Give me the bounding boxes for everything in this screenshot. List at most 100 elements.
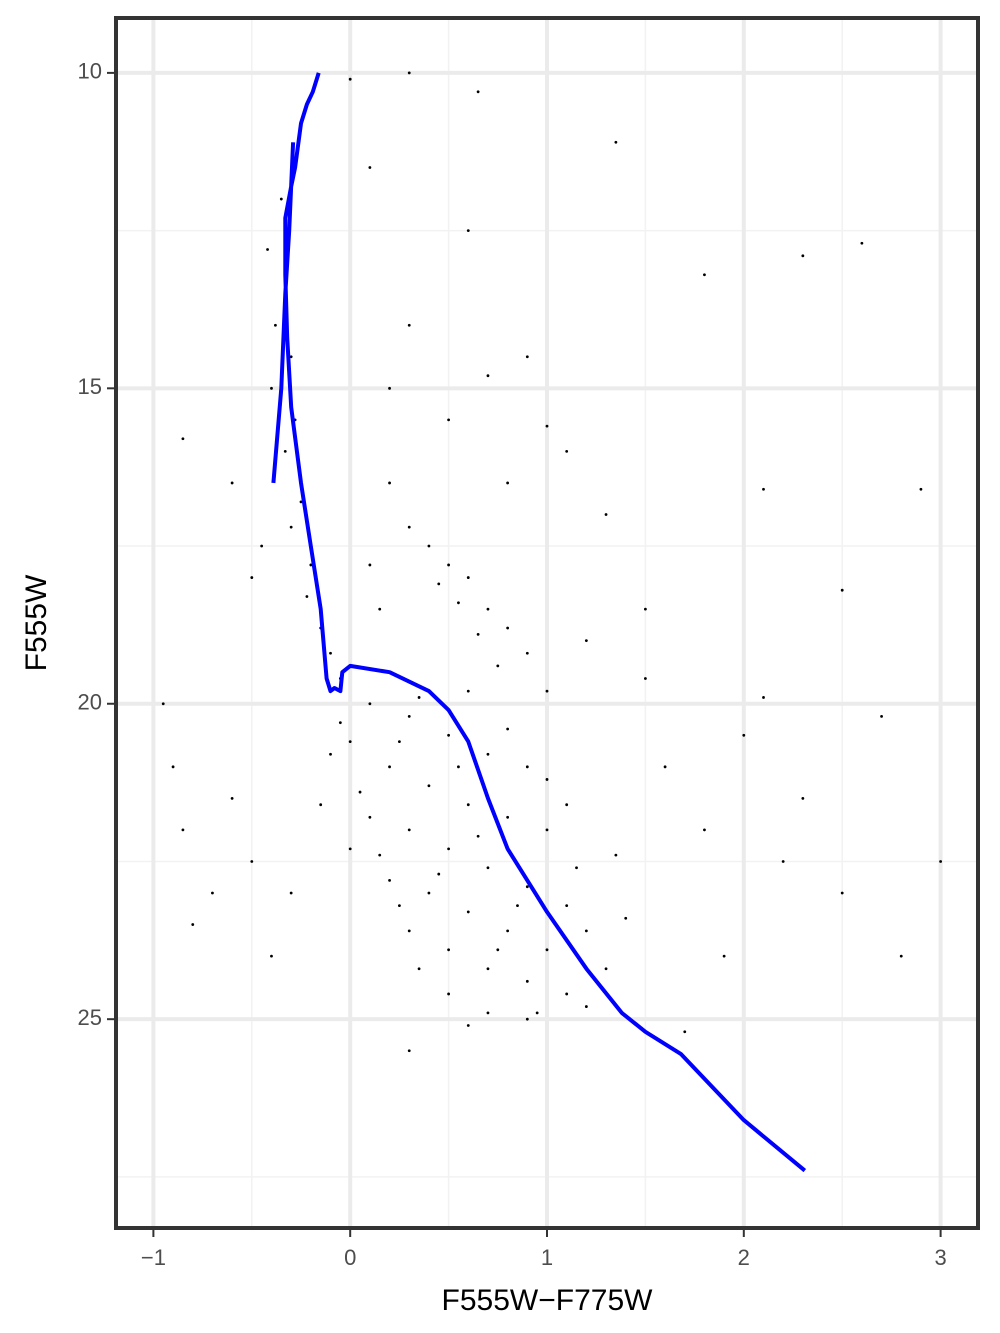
star-point <box>486 967 490 971</box>
star-point <box>565 992 569 996</box>
star-point <box>663 765 667 769</box>
star-point <box>939 860 943 863</box>
star-point <box>466 576 470 579</box>
panel-border <box>114 16 980 1230</box>
star-point <box>447 992 450 996</box>
star-point <box>506 626 510 630</box>
star-point <box>742 733 746 737</box>
star-point <box>840 588 844 592</box>
star-point <box>230 481 234 485</box>
star-point <box>289 525 293 529</box>
star-point <box>171 765 175 769</box>
star-point <box>466 689 470 693</box>
star-point <box>368 166 372 169</box>
star-point <box>250 576 254 579</box>
star-point <box>860 241 864 245</box>
star-point <box>525 355 529 359</box>
star-point <box>348 847 352 851</box>
star-point <box>525 651 529 655</box>
y-tick-label: 10 <box>78 59 102 84</box>
star-point <box>801 796 805 800</box>
star-point <box>407 929 411 933</box>
x-tick-label: 0 <box>344 1245 356 1270</box>
star-point <box>457 601 460 605</box>
star-point <box>545 948 549 952</box>
star-point <box>338 721 342 725</box>
star-point <box>486 1011 490 1015</box>
star-point <box>407 71 411 75</box>
star-point <box>289 355 293 359</box>
star-point <box>476 632 480 636</box>
star-point <box>644 607 647 611</box>
star-point <box>250 860 254 863</box>
star-point <box>407 714 411 718</box>
star-point <box>319 803 323 807</box>
star-point <box>545 689 549 693</box>
isochrone-line <box>271 72 807 1173</box>
star-point <box>722 954 726 958</box>
star-point <box>545 424 549 428</box>
y-tick-label: 15 <box>78 374 102 399</box>
star-point <box>535 1011 539 1015</box>
star-point <box>407 323 411 327</box>
star-point <box>466 910 470 914</box>
star-point <box>329 752 332 756</box>
star-point <box>397 740 401 744</box>
star-point <box>279 197 283 201</box>
star-point <box>368 702 372 706</box>
star-point <box>506 815 510 819</box>
star-point <box>378 853 382 857</box>
star-point <box>545 828 549 832</box>
star-point <box>919 487 923 491</box>
star-point <box>211 891 214 895</box>
star-point <box>388 481 391 485</box>
star-point <box>584 1005 588 1008</box>
star-point <box>703 828 706 832</box>
star-point <box>604 513 608 516</box>
star-point <box>388 765 391 769</box>
star-point <box>358 790 362 794</box>
y-tick-label: 20 <box>78 690 102 715</box>
star-point <box>476 90 480 94</box>
star-point <box>584 639 588 643</box>
star-point <box>525 765 529 769</box>
star-point <box>762 487 765 491</box>
star-point <box>575 866 578 870</box>
star-point <box>565 450 569 453</box>
x-tick-label: 1 <box>541 1245 553 1270</box>
star-point <box>388 386 391 390</box>
star-point <box>270 386 273 390</box>
star-point <box>447 418 450 422</box>
star-point <box>516 904 519 908</box>
star-point <box>181 828 185 832</box>
star-point <box>545 778 549 781</box>
star-point <box>447 948 450 952</box>
star-point <box>407 525 411 529</box>
star-point <box>348 77 352 81</box>
star-point <box>506 481 510 485</box>
star-point <box>565 904 569 908</box>
star-point <box>457 765 460 769</box>
star-point <box>427 544 431 548</box>
x-axis-title: F555W−F775W <box>442 1284 654 1317</box>
star-point <box>496 948 500 952</box>
star-point <box>437 582 441 586</box>
star-point <box>525 979 529 983</box>
star-point <box>584 929 588 933</box>
star-point <box>289 891 293 895</box>
star-point <box>191 923 195 926</box>
star-point <box>368 815 372 819</box>
star-point <box>762 696 765 699</box>
star-point <box>703 273 706 277</box>
star-point <box>486 752 490 756</box>
star-point <box>466 229 470 233</box>
star-point <box>447 563 450 567</box>
star-point <box>644 677 647 680</box>
star-point <box>899 954 903 958</box>
star-point <box>161 702 165 706</box>
star-point <box>624 916 628 920</box>
star-point <box>801 254 805 258</box>
star-point <box>683 1030 687 1034</box>
star-point <box>476 834 480 838</box>
